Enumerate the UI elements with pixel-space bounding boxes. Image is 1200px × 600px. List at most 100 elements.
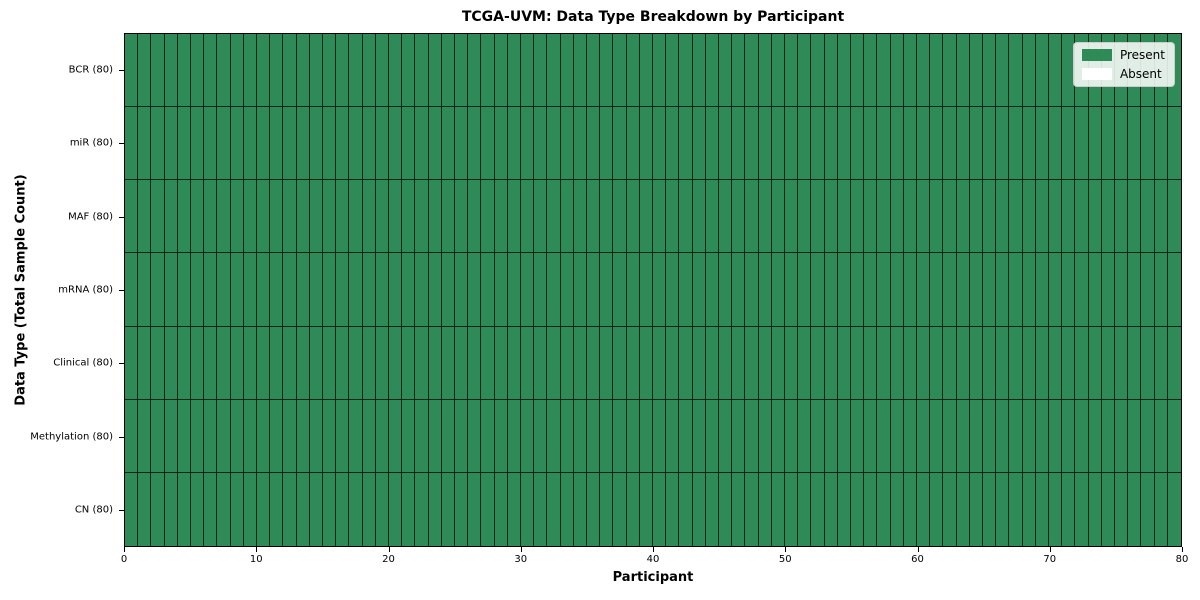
heatmap-cell: [639, 180, 653, 254]
heatmap-cell: [1009, 34, 1023, 108]
heatmap-cell: [349, 34, 363, 108]
heatmap-cell: [890, 253, 904, 327]
heatmap-cell: [586, 180, 601, 254]
heatmap-cell: [151, 472, 165, 546]
heatmap-cell: [217, 472, 231, 546]
heatmap-cell: [692, 399, 706, 473]
heatmap-cell: [204, 472, 218, 546]
heatmap-cell: [996, 34, 1010, 108]
y-tick-mark: [119, 510, 124, 512]
heatmap-cell: [138, 180, 152, 254]
heatmap-cell: [481, 107, 495, 181]
heatmap-cell: [362, 107, 376, 181]
heatmap-cell: [1141, 180, 1155, 254]
heatmap-cell: [639, 472, 653, 546]
heatmap-cell: [402, 107, 416, 181]
heatmap-cell: [771, 180, 785, 254]
heatmap-cell: [1088, 107, 1102, 181]
heatmap-cell: [916, 399, 931, 473]
heatmap-cell: [956, 34, 970, 108]
heatmap-cell: [916, 34, 931, 108]
heatmap-cell: [388, 472, 403, 546]
heatmap-cell: [441, 399, 455, 473]
heatmap-cell: [468, 326, 482, 400]
heatmap-cell: [771, 326, 785, 400]
heatmap-cell: [190, 399, 205, 473]
heatmap-cell: [732, 34, 746, 108]
heatmap-cell: [877, 107, 891, 181]
heatmap-cell: [784, 326, 799, 400]
legend: Present Absent: [1072, 42, 1175, 87]
heatmap-cell: [705, 399, 719, 473]
heatmap-cell: [837, 472, 851, 546]
heatmap-cell: [507, 107, 521, 181]
heatmap-cell: [560, 180, 574, 254]
heatmap-cell: [666, 472, 680, 546]
heatmap-cell: [850, 472, 865, 546]
heatmap-cell: [692, 34, 706, 108]
heatmap-cell: [177, 472, 191, 546]
heatmap-cell: [784, 399, 799, 473]
heatmap-cell: [1009, 253, 1023, 327]
heatmap-cell: [679, 399, 693, 473]
heatmap-cell: [666, 34, 680, 108]
heatmap-cell: [1048, 34, 1063, 108]
heatmap-cell: [1114, 180, 1129, 254]
heatmap-cell: [864, 180, 878, 254]
heatmap-cell: [283, 180, 297, 254]
heatmap-cell: [520, 399, 535, 473]
heatmap-cell: [982, 34, 997, 108]
heatmap-cell: [375, 399, 389, 473]
heatmap-cell: [1088, 399, 1102, 473]
heatmap-cell: [758, 253, 772, 327]
heatmap-cell: [534, 34, 548, 108]
heatmap-cell: [613, 472, 627, 546]
heatmap-cell: [349, 399, 363, 473]
heatmap-cell: [666, 253, 680, 327]
heatmap-cell: [1101, 180, 1115, 254]
heatmap-cell: [164, 326, 178, 400]
heatmap-cell: [243, 472, 257, 546]
heatmap-cell: [349, 326, 363, 400]
heatmap-cell: [375, 253, 389, 327]
heatmap-cell: [969, 399, 983, 473]
heatmap-cell: [930, 253, 944, 327]
heatmap-cell: [718, 326, 733, 400]
heatmap-cell: [824, 399, 838, 473]
heatmap-cell: [560, 253, 574, 327]
heatmap-cell: [151, 399, 165, 473]
heatmap-cell: [441, 34, 455, 108]
heatmap-cell: [415, 399, 429, 473]
heatmap-cell: [705, 326, 719, 400]
heatmap-cell: [1141, 107, 1155, 181]
heatmap-cell: [177, 253, 191, 327]
heatmap-cell: [613, 326, 627, 400]
heatmap-cell: [283, 399, 297, 473]
legend-label-present: Present: [1119, 48, 1165, 62]
heatmap-cell: [600, 34, 614, 108]
heatmap-cell: [837, 399, 851, 473]
legend-swatch-present: [1081, 49, 1112, 61]
heatmap-cell: [956, 180, 970, 254]
heatmap-cell: [916, 472, 931, 546]
heatmap-cell: [336, 107, 350, 181]
heatmap-cell: [375, 472, 389, 546]
heatmap-cell: [402, 253, 416, 327]
heatmap-cell: [283, 472, 297, 546]
heatmap-cell: [336, 180, 350, 254]
heatmap-cell: [784, 34, 799, 108]
heatmap-cell: [850, 107, 865, 181]
heatmap-cell: [956, 326, 970, 400]
heatmap-cell: [771, 107, 785, 181]
heatmap-cell: [138, 253, 152, 327]
heatmap-cell: [903, 253, 917, 327]
heatmap-cell: [692, 472, 706, 546]
heatmap-cell: [679, 472, 693, 546]
heatmap-cell: [798, 472, 812, 546]
heatmap-cell: [177, 34, 191, 108]
heatmap-cell: [745, 399, 759, 473]
heatmap-cell: [573, 34, 587, 108]
heatmap-cell: [930, 34, 944, 108]
heatmap-cell: [177, 399, 191, 473]
heatmap-cell: [309, 326, 323, 400]
